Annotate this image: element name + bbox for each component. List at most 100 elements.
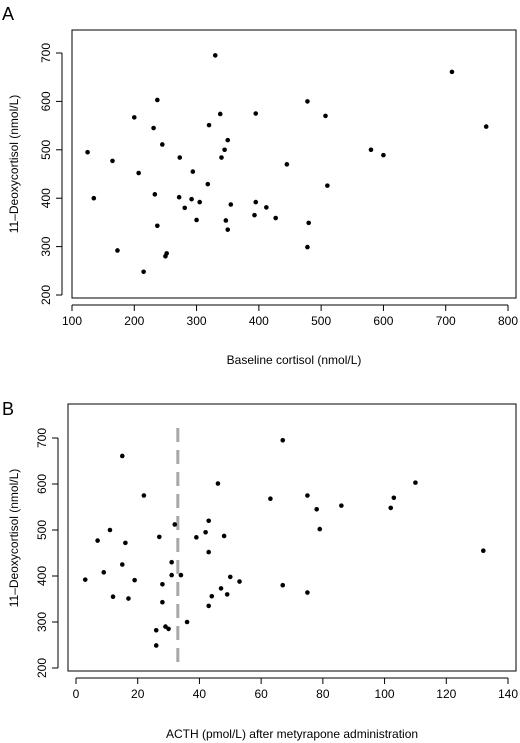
x-tick-label: 100 [62, 314, 82, 328]
x-tick-label: 40 [193, 687, 207, 701]
data-point [178, 572, 184, 578]
data-point [126, 596, 131, 601]
data-point [339, 503, 344, 508]
data-point [305, 590, 310, 595]
x-tick-label: 120 [436, 687, 456, 701]
data-point [206, 122, 212, 128]
data-point [368, 147, 374, 153]
data-point [141, 269, 146, 275]
y-tick-label: 700 [39, 43, 53, 63]
data-point [449, 69, 455, 75]
x-tick-label: 0 [73, 687, 80, 701]
data-point [160, 142, 165, 147]
y-tick-label: 500 [39, 139, 53, 159]
data-point [131, 115, 137, 120]
data-point [223, 218, 229, 223]
data-point [273, 215, 278, 221]
data-point [160, 599, 165, 605]
data-point [153, 627, 159, 633]
y-tick-label: 300 [35, 612, 49, 632]
points-b [82, 438, 486, 648]
chart-panel-b: B 0 20 40 60 80 100 120 140 200 300 400 500 600 700 A… [2, 399, 518, 741]
x-tick-label: 140 [498, 687, 518, 701]
data-point [184, 619, 190, 625]
data-point [481, 548, 486, 553]
data-point [206, 518, 211, 524]
data-point [323, 113, 328, 119]
x-tick-label: 60 [254, 687, 268, 701]
y-tick-label: 200 [39, 285, 53, 305]
data-point [237, 579, 242, 584]
data-point [206, 603, 211, 609]
data-point [152, 192, 158, 197]
data-point [141, 493, 147, 498]
data-point [206, 549, 211, 555]
x-axis-title-b: ACTH (pmol/L) after metyrapone administr… [166, 727, 418, 741]
y-axis-title-a: 11–Deoxycortisol (nmol/L) [7, 95, 21, 234]
data-point [153, 643, 159, 648]
x-tick-label: 600 [373, 314, 393, 328]
data-point [317, 526, 323, 532]
data-point [132, 577, 137, 583]
data-point [95, 538, 100, 543]
data-point [314, 507, 319, 512]
data-point [381, 152, 386, 158]
data-point [155, 97, 160, 103]
y-tick-label: 400 [35, 566, 49, 586]
data-point [217, 111, 223, 117]
data-point [110, 158, 115, 164]
data-point [253, 199, 259, 205]
x-tick-label: 200 [124, 314, 144, 328]
data-point [413, 480, 418, 485]
data-point [82, 577, 88, 582]
data-point [212, 53, 218, 58]
data-point [160, 581, 165, 587]
data-point [218, 586, 224, 591]
chart-panel-a: A 100 200 300 400 500 600 700 800 200 300 400 500 60… [2, 4, 518, 367]
data-point [155, 223, 160, 229]
data-point [325, 183, 330, 188]
y-axis-title-b: 11–Deoxycortisol (nmol/L) [7, 469, 21, 608]
data-point [221, 533, 227, 539]
panel-label-b: B [2, 399, 14, 419]
data-point [169, 572, 174, 578]
data-point [305, 493, 310, 498]
data-point [209, 593, 215, 599]
data-point [166, 626, 171, 632]
data-point [157, 534, 162, 540]
x-tick-label: 700 [436, 314, 456, 328]
y-tick-label: 600 [35, 474, 49, 494]
data-point [205, 181, 211, 187]
axes-a: 100 200 300 400 500 600 700 800 200 300 400 500 600 7… [39, 43, 518, 328]
data-point [169, 559, 174, 565]
y-tick-label: 300 [39, 236, 53, 256]
data-point [197, 199, 202, 205]
data-point [177, 155, 183, 160]
data-point [91, 195, 97, 201]
data-point [227, 574, 233, 580]
data-point [225, 227, 231, 232]
data-point [225, 137, 231, 143]
data-point [172, 522, 178, 527]
data-point [151, 125, 156, 131]
data-point [268, 496, 273, 502]
panel-label-a: A [2, 4, 14, 24]
data-point [190, 169, 196, 174]
data-point [391, 495, 397, 501]
y-tick-label: 500 [35, 520, 49, 540]
data-point [219, 155, 224, 160]
data-point [222, 147, 227, 153]
data-point [194, 217, 199, 223]
data-point [119, 562, 125, 567]
data-point [119, 453, 125, 459]
x-tick-label: 500 [311, 314, 331, 328]
plot-area-a [71, 29, 517, 299]
plot-area-b [67, 403, 517, 672]
points-a [85, 53, 489, 275]
data-point [115, 248, 120, 253]
data-point [252, 212, 257, 218]
data-point [101, 570, 107, 575]
data-point [305, 99, 310, 104]
y-tick-label: 400 [39, 188, 53, 208]
